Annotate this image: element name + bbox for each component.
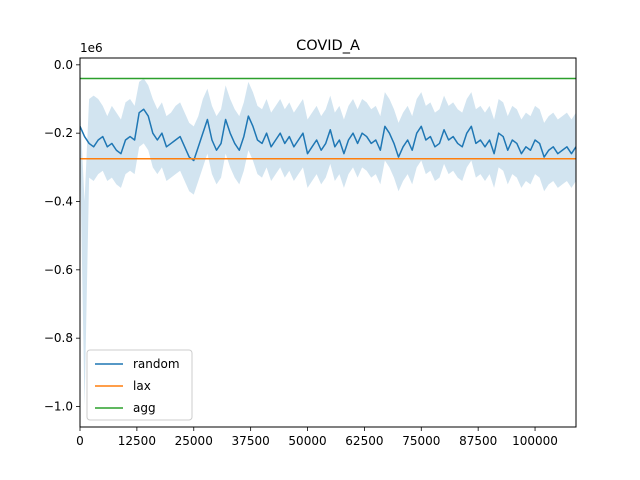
chart-title: COVID_A xyxy=(296,38,360,54)
series-random-band xyxy=(80,78,576,407)
series-random-line xyxy=(80,108,576,162)
axes-frame xyxy=(79,57,577,428)
x-tick-label: 75000 xyxy=(402,434,440,448)
x-tick-label: 25000 xyxy=(175,434,213,448)
legend-box xyxy=(86,349,193,421)
x-tick-label: 50000 xyxy=(288,434,326,448)
y-tick-label: −0.6 xyxy=(44,263,73,277)
y-offset-label: 1e6 xyxy=(80,41,103,55)
y-tick-label: −0.8 xyxy=(44,331,73,345)
legend-label-random: random xyxy=(133,357,180,371)
x-tick-label: 87500 xyxy=(459,434,497,448)
x-tick-label: 12500 xyxy=(118,434,156,448)
x-tick-label: 100000 xyxy=(512,434,558,448)
plot-area xyxy=(80,77,576,407)
y-tick-label: −0.2 xyxy=(44,126,73,140)
legend-label-lax: lax xyxy=(133,379,151,393)
y-tick-label: −0.4 xyxy=(44,195,73,209)
x-tick-label: 62500 xyxy=(345,434,383,448)
x-tick-label: 0 xyxy=(76,434,84,448)
legend: random lax agg xyxy=(86,349,193,421)
y-tick-label: 0.0 xyxy=(54,58,73,72)
x-tick-label: 37500 xyxy=(232,434,270,448)
y-axis: 0.0 −0.2 −0.4 −0.6 −0.8 −1.0 xyxy=(44,58,80,414)
legend-label-agg: agg xyxy=(133,401,156,415)
y-tick-label: −1.0 xyxy=(44,400,73,414)
x-axis: 0 12500 25000 37500 50000 62500 75000 87500 1000… xyxy=(76,427,558,448)
